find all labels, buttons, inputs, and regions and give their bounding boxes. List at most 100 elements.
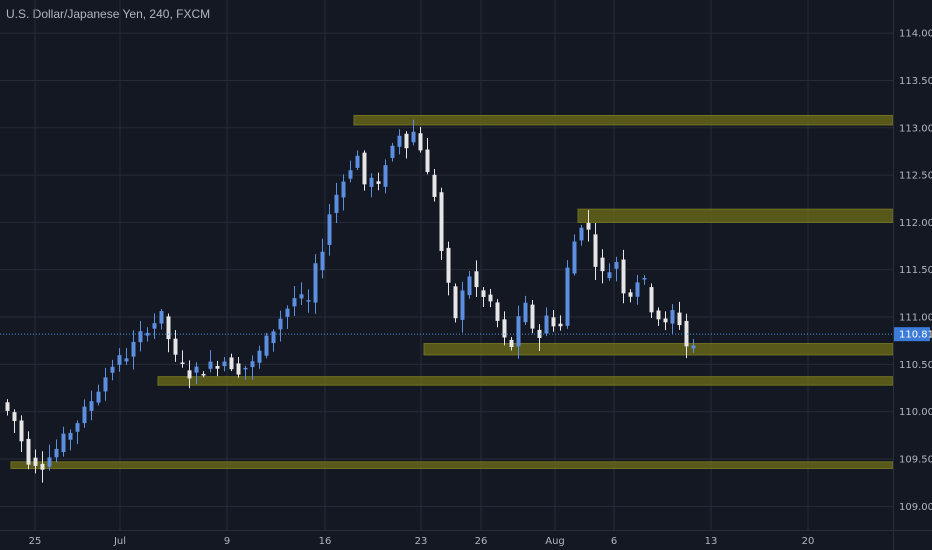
- candle-body: [572, 241, 577, 274]
- candle: [327, 203, 332, 256]
- candle-body: [684, 320, 689, 347]
- price-tick-label: 113.500: [899, 76, 932, 87]
- candle-body: [635, 282, 640, 297]
- candle: [579, 224, 584, 246]
- time-tick-label: 9: [224, 536, 230, 547]
- candle: [61, 426, 66, 457]
- candle-body: [369, 177, 374, 187]
- candle: [691, 338, 696, 353]
- candle-body: [208, 361, 213, 369]
- candle: [425, 137, 430, 175]
- candle-body: [110, 366, 115, 373]
- candle-body: [537, 329, 542, 338]
- candle-body: [348, 170, 353, 179]
- candle: [551, 309, 556, 332]
- candle-body: [222, 361, 227, 367]
- candle-body: [180, 362, 185, 364]
- candle-body: [201, 373, 206, 376]
- zone-band: [423, 343, 894, 356]
- candle-body: [376, 181, 381, 184]
- candle-body: [691, 345, 696, 349]
- candle-body: [411, 131, 416, 143]
- price-tick-label: 109.000: [899, 502, 932, 513]
- time-axis[interactable]: 25 Jul 9 16 23 26 Aug 6 13 20: [29, 536, 815, 547]
- candle-body: [530, 304, 535, 329]
- candle-body: [488, 294, 493, 302]
- candle: [390, 142, 395, 162]
- candle-body: [397, 135, 402, 147]
- candle: [159, 309, 164, 330]
- candle: [614, 256, 619, 282]
- candle-body: [439, 192, 444, 251]
- time-tick-label: Aug: [545, 536, 565, 547]
- candle-body: [544, 315, 549, 334]
- candle: [222, 357, 227, 372]
- candle-body: [5, 402, 10, 411]
- candle-body: [68, 432, 73, 440]
- candle-body: [124, 358, 129, 362]
- price-axis[interactable]: 109.000 109.500 110.000 110.500 111.000 111.5…: [899, 29, 932, 513]
- candle-body: [292, 298, 297, 307]
- candle-body: [187, 370, 192, 379]
- candle-body: [194, 366, 199, 373]
- candle: [5, 399, 10, 416]
- candle-body: [509, 339, 514, 347]
- candle-body: [670, 310, 675, 324]
- candle-body: [75, 423, 80, 432]
- price-tick-label: 111.000: [899, 313, 932, 324]
- candle-body: [26, 438, 31, 465]
- candles: [5, 119, 696, 483]
- candle-body: [390, 145, 395, 158]
- candle-body: [166, 316, 171, 340]
- candle: [474, 260, 479, 298]
- candle-body: [453, 286, 458, 319]
- candle: [180, 350, 185, 368]
- support-resistance-zones: [10, 114, 894, 469]
- candle: [152, 313, 157, 339]
- candle: [257, 345, 262, 369]
- price-tick-label: 114.000: [899, 29, 932, 40]
- candle-body: [250, 361, 255, 368]
- candle: [278, 310, 283, 342]
- candle: [173, 330, 178, 362]
- candle-body: [12, 412, 17, 422]
- candle-body: [565, 267, 570, 326]
- candle-body: [586, 222, 591, 230]
- zone-band: [10, 461, 894, 469]
- candle: [348, 160, 353, 183]
- candle: [621, 249, 626, 304]
- candle: [530, 299, 535, 334]
- candle: [299, 282, 304, 306]
- candle-body: [341, 181, 346, 198]
- candle-body: [677, 312, 682, 326]
- candle: [439, 187, 444, 260]
- candle: [306, 289, 311, 313]
- candle-body: [82, 406, 87, 424]
- candle: [355, 150, 360, 171]
- candle: [103, 367, 108, 401]
- candle: [33, 449, 38, 474]
- candle: [110, 359, 115, 381]
- zone-band: [157, 376, 894, 386]
- candle: [334, 182, 339, 224]
- candle-body: [628, 292, 633, 297]
- candle: [292, 285, 297, 316]
- candle: [285, 305, 290, 329]
- candle: [19, 415, 24, 453]
- candle: [404, 131, 409, 159]
- time-tick-label: 26: [475, 536, 488, 547]
- candle-body: [264, 335, 269, 356]
- candle-body: [33, 457, 38, 466]
- candle-body: [551, 317, 556, 327]
- candle: [488, 288, 493, 308]
- price-tick-label: 111.500: [899, 265, 932, 276]
- candle-body: [355, 155, 360, 168]
- candle: [544, 307, 549, 337]
- candle: [208, 350, 213, 373]
- candle-body: [47, 457, 52, 467]
- candle-body: [481, 290, 486, 297]
- candle: [229, 353, 234, 372]
- candle-body: [271, 331, 276, 344]
- candle: [47, 444, 52, 471]
